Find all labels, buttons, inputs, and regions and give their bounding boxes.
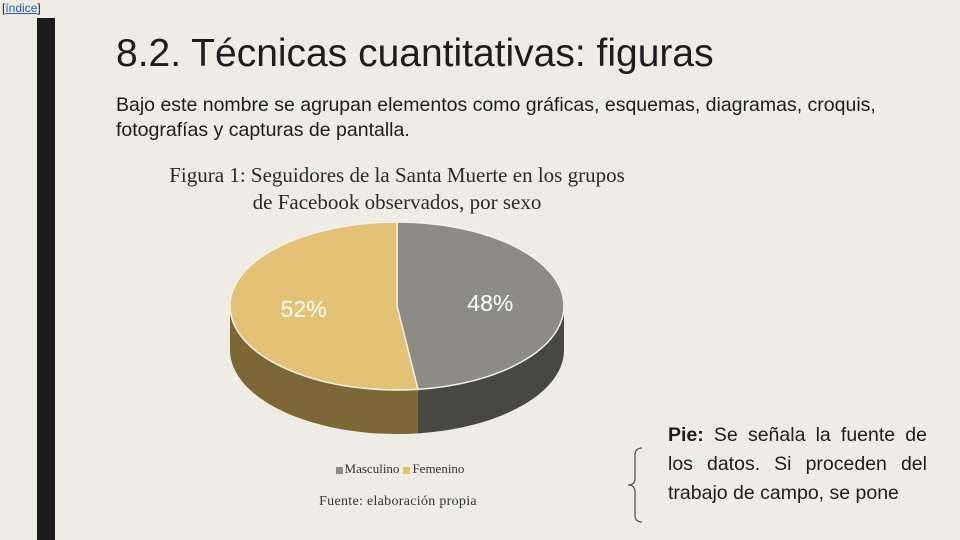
pie-chart-container: 48% 52% — [220, 221, 580, 452]
figure-caption: Figura 1: Seguidores de la Santa Muerte … — [169, 163, 625, 214]
pie-slice-masculino — [396, 221, 565, 391]
index-bracket-close: ] — [37, 1, 41, 15]
index-link[interactable]: índice — [5, 1, 38, 15]
pie-side-femenino — [230, 306, 418, 434]
pie-label-femenino: 52% — [281, 296, 327, 322]
legend-swatch-masculino — [335, 466, 343, 474]
legend-swatch-femenino — [403, 466, 411, 474]
legend-item-femenino: Femenino — [403, 461, 464, 477]
note-text: Pie: Se señala la fuente de los datos. S… — [668, 421, 927, 508]
pie-label-masculino: 48% — [467, 290, 513, 316]
index-link-wrapper: [índice] — [2, 1, 41, 15]
pie-slice-femenino — [229, 221, 419, 391]
legend-label-femenino: Femenino — [412, 461, 465, 476]
left-accent-bar — [37, 18, 55, 540]
legend-label-masculino: Masculino — [344, 461, 400, 476]
pie-chart: 48% 52% — [229, 221, 565, 434]
pie-side-masculino — [417, 306, 564, 434]
index-bracket-open: [ — [2, 1, 6, 15]
note-label: Pie: — [668, 424, 704, 446]
legend-item-masculino: Masculino — [335, 461, 400, 477]
chart-legend: Masculino Femenino — [300, 461, 500, 477]
figure-source: Fuente: elaboración propia — [319, 494, 477, 509]
curly-brace-icon — [628, 447, 643, 523]
slide-subtitle: Bajo este nombre se agrupan elementos co… — [116, 94, 876, 141]
slide-title: 8.2. Técnicas cuantitativas: figuras — [116, 32, 714, 75]
note-body: Se señala la fuente de los datos. Si pro… — [668, 424, 927, 504]
